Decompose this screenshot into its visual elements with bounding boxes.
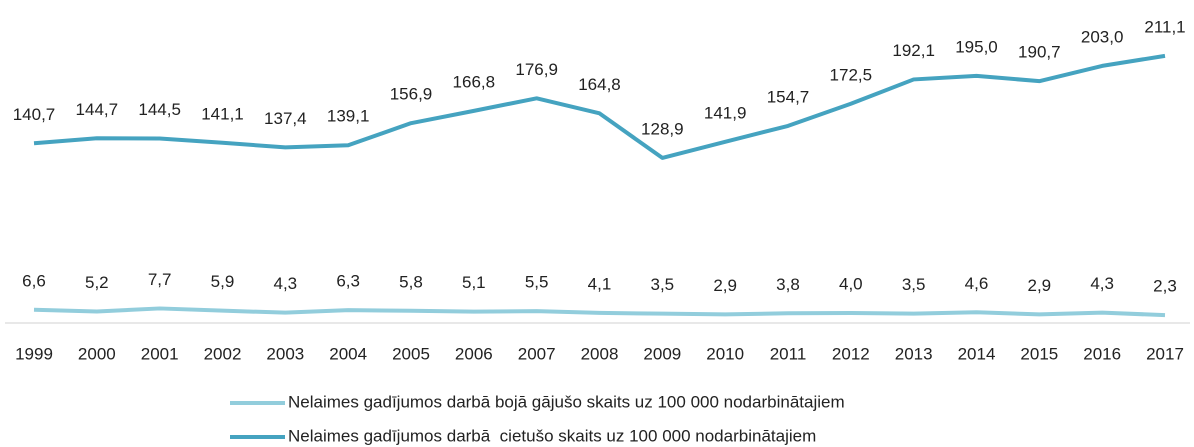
data-label: 156,9 — [390, 85, 433, 104]
data-label: 5,5 — [525, 273, 549, 292]
x-tick-label: 2003 — [266, 344, 304, 363]
x-tick-label: 1999 — [15, 344, 53, 363]
data-label: 141,1 — [201, 104, 244, 123]
x-tick-label: 2016 — [1083, 344, 1121, 363]
data-label: 4,6 — [965, 274, 989, 293]
x-tick-label: 2008 — [581, 344, 619, 363]
data-label: 4,0 — [839, 275, 863, 294]
x-tick-label: 2007 — [518, 344, 556, 363]
data-label: 140,7 — [13, 105, 56, 124]
data-label: 5,1 — [462, 273, 486, 292]
data-label: 4,3 — [274, 274, 298, 293]
data-label: 4,1 — [588, 274, 612, 293]
data-label: 211,1 — [1144, 17, 1185, 36]
x-tick-label: 2015 — [1020, 344, 1058, 363]
legend-label: Nelaimes gadījumos darbā cietušo skaits … — [288, 426, 816, 445]
data-label: 137,4 — [264, 109, 307, 128]
x-tick-label: 2006 — [455, 344, 493, 363]
data-label: 2,3 — [1153, 277, 1177, 296]
data-label: 3,8 — [776, 275, 800, 294]
x-tick-label: 2013 — [895, 344, 933, 363]
data-label: 192,1 — [892, 41, 935, 60]
data-label: 2,9 — [713, 276, 737, 295]
x-tick-label: 2011 — [770, 344, 807, 363]
x-tick-label: 2010 — [706, 344, 744, 363]
data-label: 6,3 — [336, 272, 360, 291]
data-label: 164,8 — [578, 75, 621, 94]
x-tick-label: 2012 — [832, 344, 870, 363]
data-label: 166,8 — [453, 72, 496, 91]
data-label: 154,7 — [767, 87, 810, 106]
data-label: 5,2 — [85, 273, 109, 292]
x-tick-label: 2002 — [204, 344, 242, 363]
x-tick-label: 2004 — [329, 344, 367, 363]
data-label: 203,0 — [1081, 27, 1124, 46]
data-label: 6,6 — [22, 271, 46, 290]
data-label: 144,7 — [76, 100, 119, 119]
x-tick-label: 2000 — [78, 344, 116, 363]
x-tick-label: 2017 — [1146, 344, 1184, 363]
data-label: 176,9 — [515, 60, 558, 79]
data-label: 139,1 — [327, 107, 370, 126]
data-label: 3,5 — [902, 275, 926, 294]
data-label: 144,5 — [138, 100, 181, 119]
data-label: 3,5 — [651, 275, 675, 294]
data-label: 5,8 — [399, 272, 423, 291]
legend-label: Nelaimes gadījumos darbā bojā gājušo ska… — [288, 392, 845, 411]
data-label: 128,9 — [641, 119, 684, 138]
data-label: 2,9 — [1028, 276, 1052, 295]
line — [33, 53, 1166, 160]
data-label: 4,3 — [1090, 274, 1114, 293]
data-label: 7,7 — [148, 270, 172, 289]
x-tick-label: 2001 — [141, 344, 179, 363]
x-tick-label: 2014 — [958, 344, 996, 363]
data-label: 195,0 — [955, 37, 998, 56]
data-label: 190,7 — [1018, 43, 1061, 62]
line — [33, 306, 1166, 318]
x-tick-label: 2005 — [392, 344, 430, 363]
data-label: 141,9 — [704, 103, 747, 122]
data-label: 172,5 — [830, 65, 873, 84]
data-label: 5,9 — [211, 272, 235, 291]
x-tick-label: 2009 — [643, 344, 681, 363]
